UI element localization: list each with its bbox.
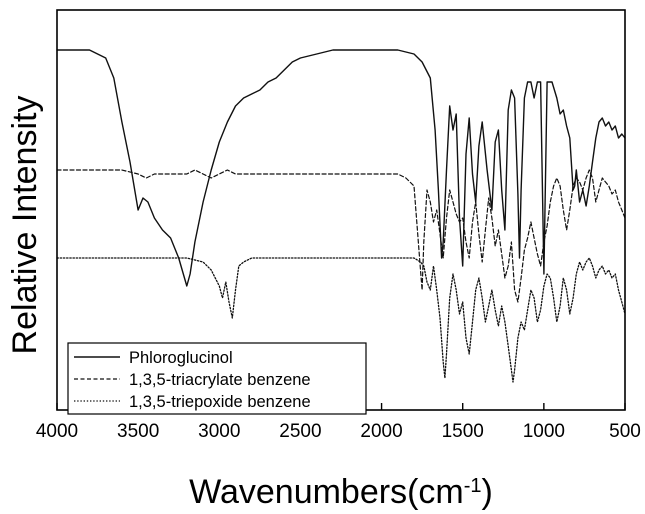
x-tick-label: 500 [609,421,641,442]
legend: Phloroglucinol 1,3,5-triacrylate benzene 1… [67,342,367,415]
legend-box [67,342,367,415]
series-line-1 [56,49,626,287]
x-tick-label: 4000 [36,421,78,442]
x-ticks: 4000 3500 3000 2500 2000 1500 1000 500 [36,403,641,442]
legend-label-3: 1,3,5-triepoxide benzene [129,393,311,411]
x-axis-label-main: Wavenumbers(cm [189,473,464,511]
x-axis-label: Wavenumbers(cm-1) [189,473,493,511]
x-tick-label: 2500 [279,421,321,442]
legend-label-2: 1,3,5-triacrylate benzene [129,371,311,389]
series-line-2 [56,169,626,303]
y-axis-label: Relative Intensity [6,96,44,355]
series-line-3 [56,257,626,383]
x-tick-label: 1000 [523,421,565,442]
legend-label-1: Phloroglucinol [129,349,233,367]
x-tick-label: 1500 [442,421,484,442]
x-axis-label-close: ) [482,473,493,511]
x-tick-label: 3000 [198,421,240,442]
series-layer [56,49,626,383]
x-tick-label: 3500 [117,421,159,442]
x-tick-label: 2000 [360,421,402,442]
x-axis-label-sup: -1 [464,475,482,497]
